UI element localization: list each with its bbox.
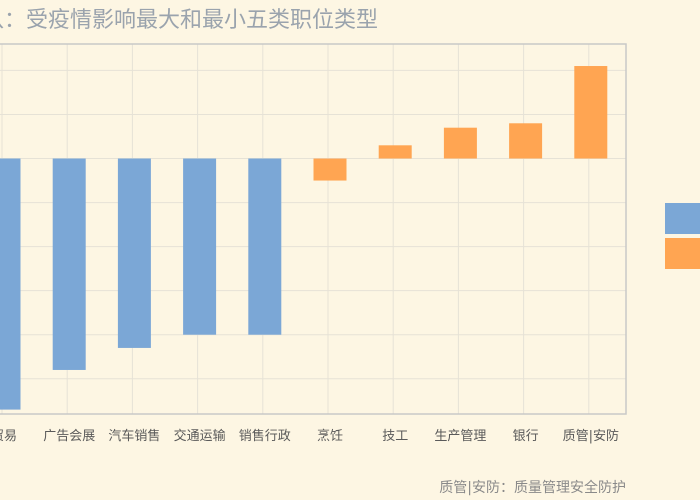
bar-6 xyxy=(313,158,347,181)
legend-swatch-negative xyxy=(665,203,700,234)
plot-area xyxy=(0,43,627,415)
bar-9 xyxy=(509,123,543,159)
bar-1 xyxy=(0,158,21,410)
bars xyxy=(0,66,608,410)
grid xyxy=(0,44,626,414)
x-tick-label: 生产管理 xyxy=(434,429,486,444)
x-tick-label: 汽车销售 xyxy=(108,428,160,444)
legend-swatch-positive xyxy=(665,238,700,269)
x-tick-label: 广告会展 xyxy=(43,429,95,444)
bar-5 xyxy=(248,158,282,335)
bar-8 xyxy=(443,127,477,159)
chart-title: 八：受疫情影响最大和最小五类职位类型 xyxy=(0,8,378,33)
footnote: 质管|安防：质量管理安全防护 xyxy=(439,479,626,496)
legend xyxy=(665,203,700,269)
x-tick-label: 技工 xyxy=(382,429,408,444)
bar-4 xyxy=(183,158,217,335)
bar-3 xyxy=(117,158,151,348)
x-tick-label: 质管|安防 xyxy=(563,428,619,444)
x-tick-label: 销售行政 xyxy=(239,428,291,444)
x-tick-label: 贸易 xyxy=(0,429,17,444)
x-tick-label: 烹饪 xyxy=(317,429,343,444)
x-tick-label: 银行 xyxy=(513,429,539,444)
bar-2 xyxy=(52,158,86,370)
bar-7 xyxy=(378,145,412,159)
x-tick-label: 交通运输 xyxy=(174,428,226,444)
bar-10 xyxy=(574,66,608,159)
